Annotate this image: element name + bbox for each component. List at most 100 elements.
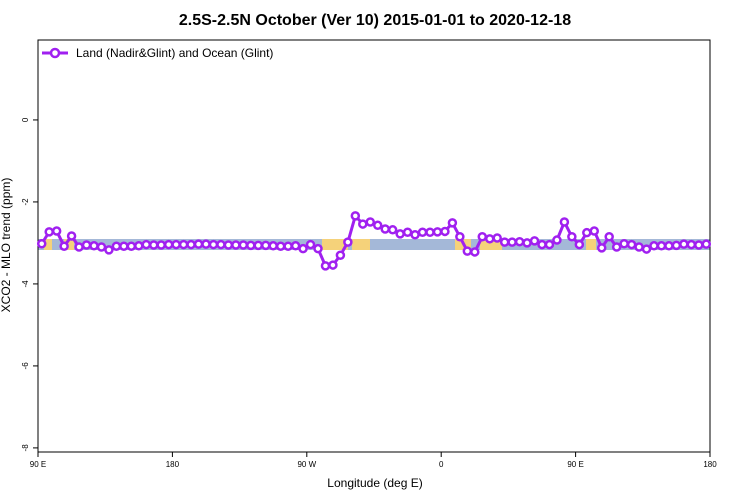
data-point xyxy=(216,239,226,250)
data-point xyxy=(626,239,637,250)
land-strip xyxy=(322,239,348,250)
data-point xyxy=(134,241,144,251)
data-point xyxy=(477,232,488,242)
data-point xyxy=(126,241,137,251)
data-point xyxy=(74,242,84,252)
x-tick-label: 90 W xyxy=(297,460,316,469)
data-point xyxy=(664,241,674,251)
data-point xyxy=(679,239,689,249)
data-point xyxy=(104,245,114,255)
x-tick-label: 180 xyxy=(703,460,717,469)
data-point xyxy=(268,241,278,251)
data-point xyxy=(649,241,659,251)
data-point xyxy=(484,234,495,244)
data-point xyxy=(582,227,592,238)
data-point xyxy=(193,239,204,249)
x-tick-label: 90 E xyxy=(30,460,46,469)
data-point xyxy=(305,239,316,250)
legend-label: Land (Nadir&Glint) and Ocean (Glint) xyxy=(76,46,273,60)
x-tick-label: 0 xyxy=(439,460,444,469)
data-point xyxy=(201,239,211,249)
data-point xyxy=(111,241,122,251)
data-point xyxy=(395,229,405,239)
chart-title: 2.5S-2.5N October (Ver 10) 2015-01-01 to… xyxy=(179,12,571,29)
data-point xyxy=(432,227,443,237)
data-point xyxy=(410,229,420,240)
data-point xyxy=(246,240,256,251)
data-point xyxy=(208,239,219,250)
data-point xyxy=(335,250,346,260)
land-strip xyxy=(480,239,502,250)
data-point xyxy=(470,247,480,257)
land-strip xyxy=(352,239,370,250)
y-tick-label: -2 xyxy=(21,198,30,206)
data-point xyxy=(671,240,682,251)
land-strip xyxy=(44,239,52,250)
data-point xyxy=(66,231,77,241)
data-point xyxy=(148,240,159,250)
data-point xyxy=(694,240,704,250)
data-point xyxy=(298,243,308,254)
data-point xyxy=(507,237,517,247)
data-point xyxy=(260,240,271,251)
land-strip xyxy=(586,239,596,250)
data-point xyxy=(604,232,614,242)
data-point xyxy=(619,238,629,249)
data-point xyxy=(417,227,428,238)
data-point xyxy=(59,241,69,251)
data-point xyxy=(275,241,286,251)
data-point xyxy=(171,239,181,250)
data-point xyxy=(641,244,652,254)
data-point xyxy=(686,239,697,250)
data-point xyxy=(499,237,510,247)
data-point xyxy=(163,239,174,250)
data-point xyxy=(537,239,547,250)
data-point xyxy=(358,219,368,229)
data-point xyxy=(380,224,390,234)
data-point xyxy=(559,217,570,227)
data-point xyxy=(425,227,435,238)
data-point xyxy=(178,239,189,250)
data-point xyxy=(81,240,92,250)
data-point xyxy=(36,238,47,249)
data-point xyxy=(186,239,196,250)
data-point xyxy=(589,226,600,236)
data-point xyxy=(567,232,577,242)
data-point xyxy=(372,220,383,231)
y-axis-title: XCO2 - MLO trend (ppm) xyxy=(0,178,13,313)
data-point xyxy=(447,218,458,228)
data-point xyxy=(141,239,152,250)
land-strip xyxy=(64,239,74,250)
data-point xyxy=(253,240,264,251)
data-point xyxy=(44,227,54,237)
data-point xyxy=(701,239,712,249)
data-point xyxy=(156,240,166,250)
y-tick-label: -8 xyxy=(21,444,30,452)
data-point xyxy=(231,240,241,250)
data-point xyxy=(51,226,62,236)
data-point xyxy=(402,227,413,238)
data-point xyxy=(119,241,129,251)
data-point xyxy=(223,240,234,250)
data-point xyxy=(492,233,502,243)
data-point xyxy=(350,211,361,221)
data-point xyxy=(634,242,644,252)
data-point xyxy=(514,236,525,247)
data-point xyxy=(313,243,323,254)
data-point xyxy=(387,225,398,235)
data-point xyxy=(89,241,99,251)
legend-marker xyxy=(49,47,61,59)
data-point xyxy=(440,226,450,237)
y-tick-label: -4 xyxy=(21,280,30,288)
data-point xyxy=(238,240,249,250)
y-tick-label: 0 xyxy=(21,117,30,122)
data-point xyxy=(365,217,376,227)
data-point xyxy=(343,237,353,247)
data-point xyxy=(529,236,540,246)
data-point xyxy=(574,239,585,250)
data-point xyxy=(455,232,465,242)
y-tick-label: -6 xyxy=(21,362,30,370)
ocean-strip xyxy=(38,239,710,250)
